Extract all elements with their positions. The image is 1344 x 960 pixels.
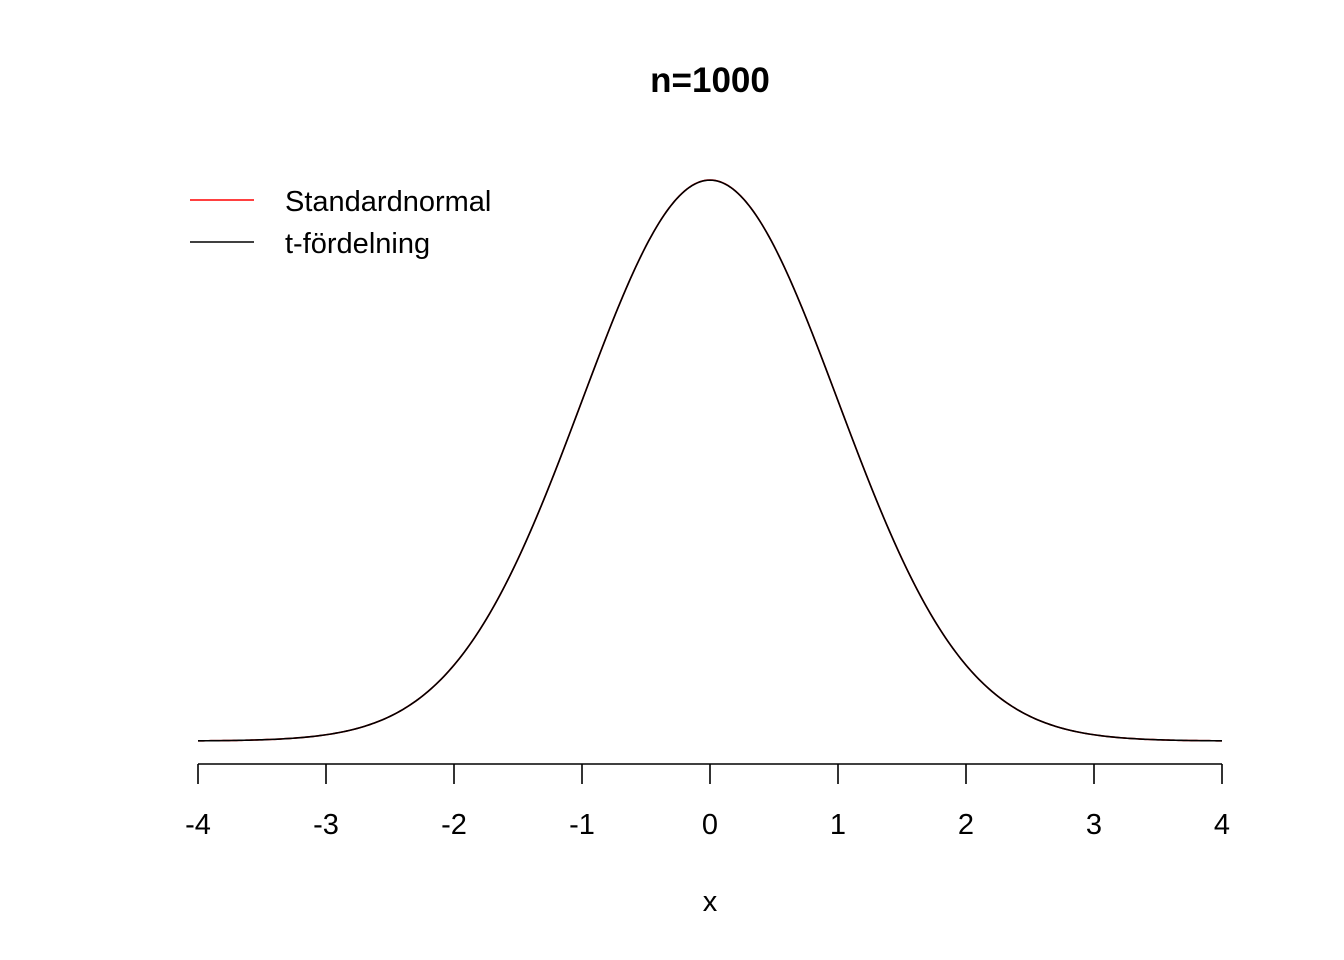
chart-title: n=1000 — [650, 61, 770, 100]
x-tick-label: 3 — [1086, 809, 1102, 841]
x-tick-label: 2 — [958, 809, 974, 841]
legend: Standardnormal t-fördelning — [190, 186, 491, 260]
series-line-2 — [197, 179, 1223, 742]
x-axis-label: x — [703, 886, 718, 918]
x-axis: -4 -3 -2 -1 0 1 2 3 4 — [185, 763, 1230, 841]
x-tick-label: -2 — [441, 809, 467, 841]
x-tick-label: 0 — [702, 809, 718, 841]
series-layer — [197, 179, 1223, 742]
legend-label-1: Standardnormal — [285, 186, 491, 218]
x-tick-label: -4 — [185, 809, 211, 841]
series-line-1 — [197, 179, 1223, 742]
x-tick-label: 1 — [830, 809, 846, 841]
x-tick-label: 4 — [1214, 809, 1230, 841]
x-tick-label: -1 — [569, 809, 595, 841]
x-tick-label: -3 — [313, 809, 339, 841]
legend-label-2: t-fördelning — [285, 228, 430, 260]
